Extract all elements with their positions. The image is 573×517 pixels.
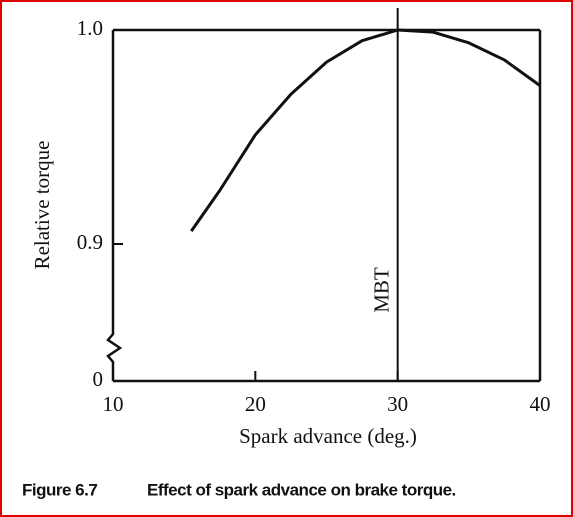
line-series — [190, 28, 541, 233]
x-tick-label: 10 — [103, 392, 124, 416]
y-tick-label: 0.9 — [77, 230, 103, 254]
y-axis-label: Relative torque — [30, 141, 54, 270]
frame — [106, 28, 542, 383]
x-tick-label: 30 — [387, 392, 408, 416]
caption-label: Figure 6.7 — [22, 480, 97, 499]
x-tick-label: 40 — [530, 392, 551, 416]
caption: Effect of spark advance on brake torque. — [147, 480, 456, 499]
x-tick-label: 20 — [245, 392, 266, 416]
annotation-label: MBT — [369, 267, 393, 313]
y-tick-label: 0 — [93, 367, 104, 391]
x-axis-label: Spark advance (deg.) — [239, 424, 417, 448]
y-tick-label: 1.0 — [77, 16, 103, 40]
